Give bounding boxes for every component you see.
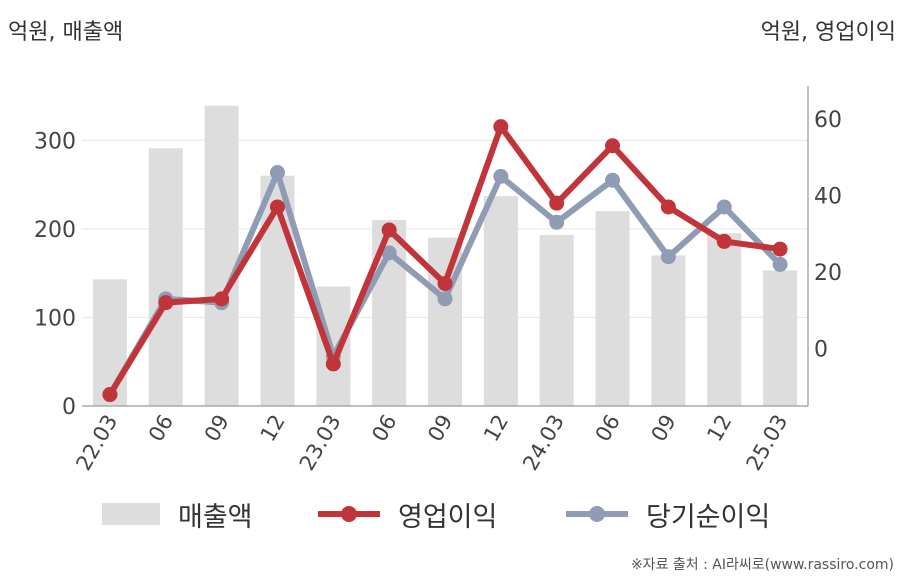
point-operating [660, 199, 676, 215]
left-tick-label: 100 [34, 306, 76, 331]
legend-label-operating: 영업이익 [398, 501, 498, 533]
point-operating [102, 387, 118, 403]
point-operating [381, 222, 397, 238]
x-tick-label: 06 [367, 411, 401, 446]
left-tick-label: 200 [34, 218, 76, 243]
x-tick-label: 06 [144, 411, 178, 446]
bar-revenue [707, 233, 742, 406]
point-net [772, 256, 788, 272]
right-tick-label: 60 [814, 108, 842, 133]
point-net [549, 214, 565, 230]
x-tick-label: 23.03 [295, 411, 346, 475]
legend-item-net: 당기순이익 [566, 492, 770, 536]
point-operating [605, 138, 621, 154]
x-tick-label: 25.03 [742, 411, 793, 475]
x-tick-label: 12 [256, 411, 290, 446]
point-net [269, 165, 285, 181]
point-operating [716, 233, 732, 249]
point-operating [549, 195, 565, 211]
point-net [381, 245, 397, 261]
source-note: ※자료 출처 : AI라씨로(www.rassiro.com) [630, 557, 894, 573]
point-net [493, 168, 509, 184]
right-tick-label: 0 [814, 338, 828, 363]
legend-swatch-operating [318, 503, 380, 525]
point-net [605, 172, 621, 188]
point-operating [437, 276, 453, 292]
point-net [437, 291, 453, 307]
point-operating [772, 241, 788, 257]
point-operating [325, 356, 341, 372]
point-net [716, 199, 732, 215]
point-operating [493, 119, 509, 135]
legend-item-operating: 영업이익 [318, 492, 497, 536]
right-axis-unit: 억원, 영업이익 [760, 20, 896, 45]
x-tick-label: 22.03 [71, 411, 122, 475]
legend-swatch-revenue [102, 503, 160, 525]
point-operating [214, 291, 230, 307]
bar-revenue [595, 211, 630, 406]
bar-revenue [539, 235, 574, 406]
point-net [660, 249, 676, 265]
x-tick-label: 09 [647, 411, 681, 446]
legend: 매출액 영업이익 당기순이익 [0, 492, 908, 536]
x-tick-label: 24.03 [518, 411, 569, 475]
legend-label-net: 당기순이익 [646, 501, 771, 533]
x-tick-label: 06 [591, 411, 625, 446]
point-operating [269, 199, 285, 215]
bar-revenue [148, 148, 183, 406]
bar-revenue [651, 255, 686, 406]
point-operating [158, 295, 174, 311]
left-tick-label: 300 [34, 129, 76, 154]
x-tick-label: 12 [479, 411, 513, 446]
left-axis-unit: 억원, 매출액 [8, 20, 124, 45]
bar-revenue [204, 105, 239, 406]
left-tick-label: 0 [62, 395, 76, 420]
bar-revenue [92, 279, 127, 406]
bar-revenue [428, 237, 462, 406]
right-tick-label: 40 [814, 185, 842, 210]
bar-revenue [763, 270, 798, 406]
legend-label-revenue: 매출액 [178, 501, 253, 533]
x-tick-label: 09 [200, 411, 234, 446]
right-tick-label: 20 [814, 261, 842, 286]
bar-revenue [483, 196, 518, 406]
x-tick-label: 12 [702, 411, 736, 446]
legend-swatch-net [566, 503, 628, 525]
legend-item-revenue: 매출액 [102, 492, 253, 536]
x-tick-label: 09 [423, 411, 457, 446]
